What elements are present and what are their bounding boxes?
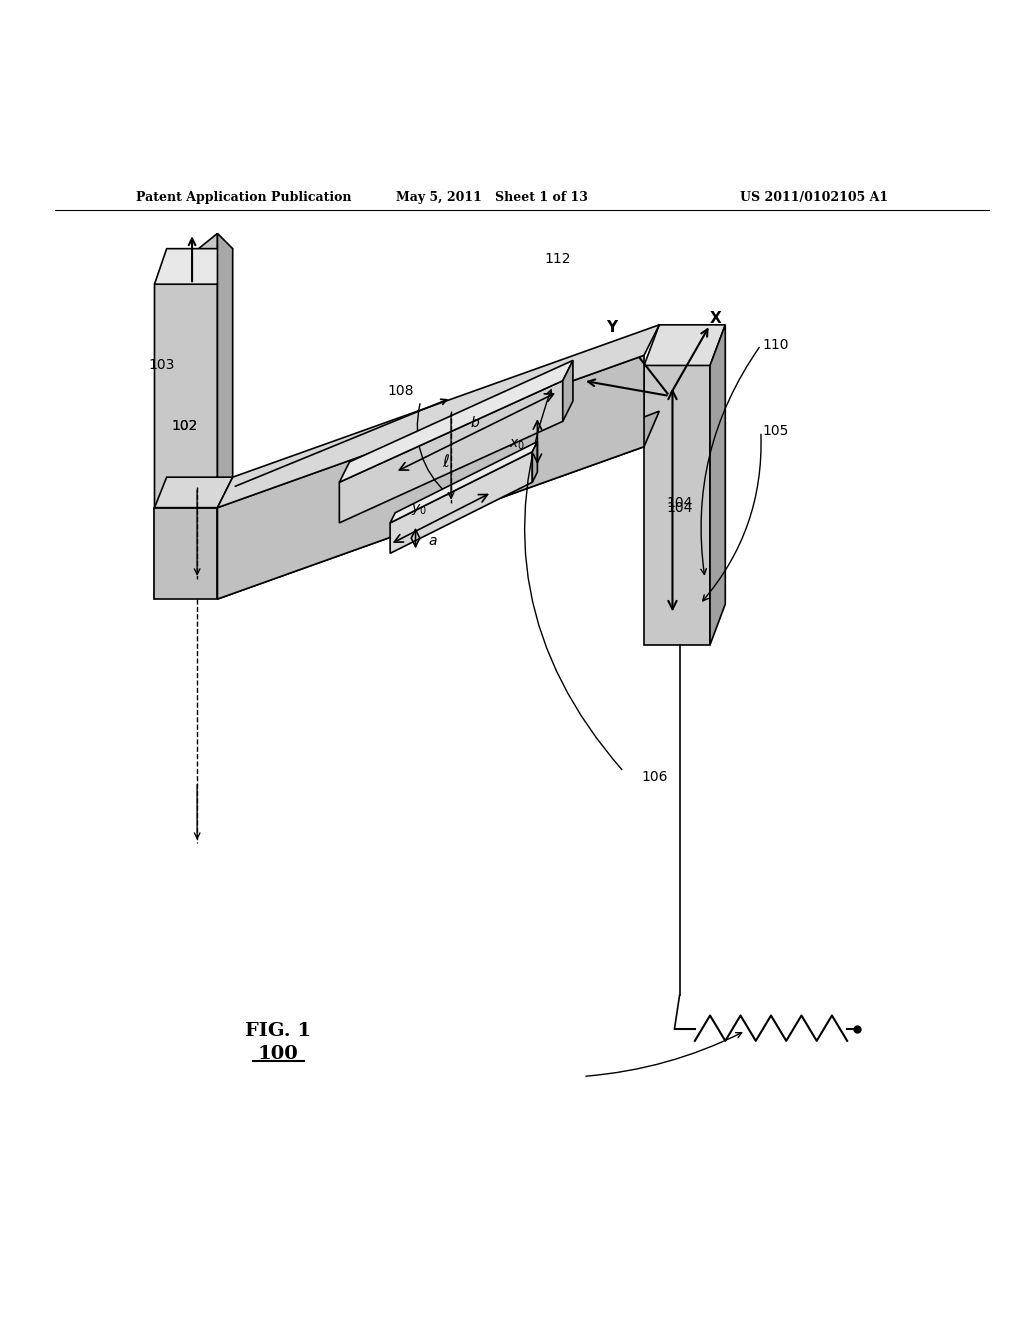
Text: 103: 103 bbox=[148, 359, 175, 372]
Text: 110: 110 bbox=[763, 338, 790, 352]
Polygon shape bbox=[710, 325, 725, 644]
Polygon shape bbox=[644, 366, 710, 644]
Polygon shape bbox=[339, 380, 563, 523]
Text: FIG. 1: FIG. 1 bbox=[246, 1022, 311, 1040]
Text: US 2011/0102105 A1: US 2011/0102105 A1 bbox=[739, 191, 888, 205]
Polygon shape bbox=[563, 360, 573, 421]
Polygon shape bbox=[155, 508, 217, 599]
Polygon shape bbox=[339, 360, 573, 482]
Text: Y: Y bbox=[606, 321, 617, 335]
Text: a: a bbox=[428, 535, 437, 548]
Text: 102: 102 bbox=[172, 420, 198, 433]
Text: b: b bbox=[470, 416, 479, 430]
Text: $x_0$: $x_0$ bbox=[509, 437, 525, 451]
Text: May 5, 2011   Sheet 1 of 13: May 5, 2011 Sheet 1 of 13 bbox=[395, 191, 588, 205]
Polygon shape bbox=[644, 325, 725, 366]
Text: 104: 104 bbox=[667, 495, 693, 510]
Polygon shape bbox=[217, 411, 659, 599]
Polygon shape bbox=[155, 248, 232, 284]
Polygon shape bbox=[217, 234, 232, 548]
Text: 106: 106 bbox=[641, 770, 668, 784]
Polygon shape bbox=[155, 234, 217, 599]
Text: Patent Application Publication: Patent Application Publication bbox=[136, 191, 351, 205]
Text: $\ell$: $\ell$ bbox=[442, 453, 450, 471]
Polygon shape bbox=[532, 442, 538, 482]
Polygon shape bbox=[390, 451, 532, 553]
Polygon shape bbox=[217, 355, 644, 599]
Text: 102: 102 bbox=[172, 420, 198, 433]
Polygon shape bbox=[217, 325, 659, 508]
Text: $y_0$: $y_0$ bbox=[411, 502, 427, 517]
Polygon shape bbox=[155, 478, 232, 508]
Text: X: X bbox=[710, 312, 721, 326]
Text: 100: 100 bbox=[258, 1045, 299, 1063]
Text: Z: Z bbox=[562, 374, 573, 388]
Polygon shape bbox=[390, 442, 538, 523]
Text: 104: 104 bbox=[667, 500, 693, 515]
Text: 108: 108 bbox=[387, 384, 414, 397]
Text: 105: 105 bbox=[763, 425, 790, 438]
Text: 112: 112 bbox=[545, 252, 571, 265]
